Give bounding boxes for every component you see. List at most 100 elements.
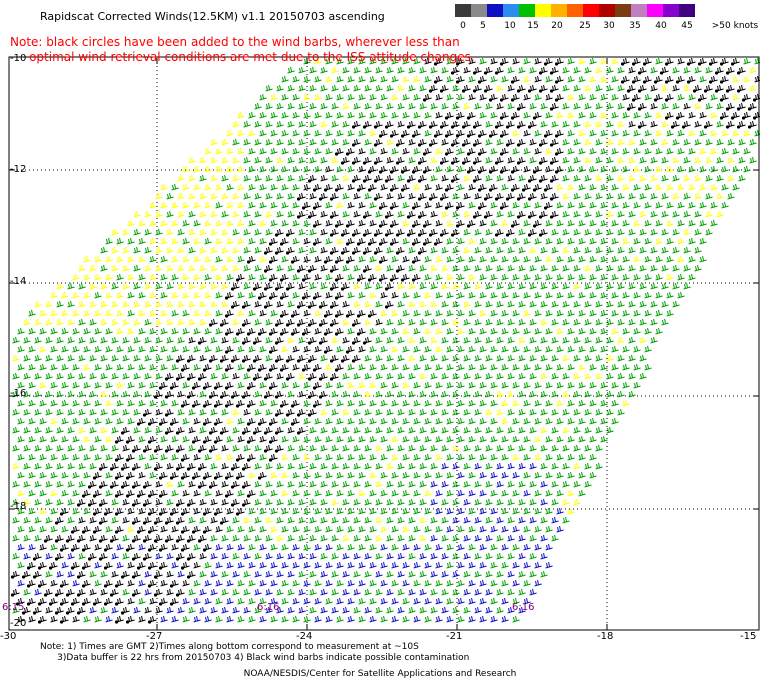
wind-barb	[369, 129, 377, 137]
wind-barb	[749, 66, 757, 74]
wind-barb	[644, 165, 652, 173]
wind-barb	[545, 165, 553, 173]
wind-barb	[672, 102, 680, 110]
wind-barb	[276, 120, 284, 128]
wind-barb	[532, 165, 542, 174]
wind-barb	[749, 84, 757, 92]
wind-barb	[653, 93, 663, 102]
wind-barb	[298, 174, 306, 182]
wind-barb	[664, 75, 674, 84]
wind-barb	[408, 102, 416, 110]
wind-barb	[595, 174, 603, 182]
wind-barb	[259, 93, 267, 101]
wind-barb	[336, 129, 344, 137]
wind-barb	[358, 57, 366, 65]
wind-barb	[617, 84, 625, 92]
wind-barb	[496, 174, 504, 182]
wind-barb	[336, 93, 344, 101]
legend-label-20: 20	[551, 21, 563, 31]
wind-barb	[466, 147, 476, 156]
wind-barb	[417, 120, 427, 129]
wind-barb	[336, 57, 344, 65]
wind-barb	[188, 174, 196, 182]
wind-barb	[499, 165, 509, 174]
wind-barb	[435, 93, 443, 101]
wind-barb	[675, 111, 685, 120]
wind-barb	[248, 129, 256, 137]
wind-barb	[584, 120, 592, 128]
wind-barb	[650, 138, 658, 146]
wind-barb	[683, 156, 691, 164]
wind-barb	[441, 174, 449, 182]
wind-barb	[221, 174, 229, 182]
wind-barb	[549, 138, 559, 147]
wind-barb	[287, 120, 295, 128]
wind-barb	[287, 138, 295, 146]
wind-barb	[505, 138, 515, 147]
wind-barb	[433, 75, 443, 84]
wind-barb	[534, 147, 542, 155]
wind-barb	[644, 111, 652, 119]
wind-barb	[477, 75, 487, 84]
wind-barb	[549, 102, 559, 111]
wind-barb	[270, 165, 278, 173]
wind-barb	[450, 174, 460, 183]
wind-barb	[719, 93, 729, 102]
wind-barb	[320, 156, 328, 164]
wind-barb	[736, 102, 746, 111]
wind-barb	[417, 156, 427, 165]
wind-barb	[303, 93, 311, 101]
wind-barb	[595, 120, 603, 128]
wind-barb	[248, 111, 256, 119]
wind-barb	[479, 111, 487, 119]
wind-barb	[716, 102, 724, 110]
wind-barb	[265, 84, 273, 92]
wind-barb	[554, 93, 564, 102]
wind-barb	[554, 129, 564, 138]
wind-barb	[424, 111, 432, 119]
wind-barb	[182, 183, 190, 191]
wind-barb	[743, 57, 751, 65]
wind-barb	[721, 129, 729, 137]
wind-barb	[549, 66, 559, 75]
wind-barb	[732, 147, 740, 155]
wind-barb	[292, 111, 300, 119]
wind-barb	[331, 138, 339, 146]
wind-barb	[259, 147, 267, 155]
wind-barb	[622, 165, 630, 173]
wind-barb	[408, 156, 416, 164]
wind-barb	[661, 84, 669, 92]
legend-swatch	[567, 4, 583, 17]
wind-barb	[584, 102, 592, 110]
wind-barb	[375, 84, 383, 92]
wind-barb	[342, 66, 350, 74]
wind-barb	[413, 75, 421, 83]
wind-barb	[342, 102, 350, 110]
wind-barb	[694, 102, 702, 110]
wind-barb	[584, 138, 592, 146]
wind-barb	[446, 93, 454, 101]
wind-barb	[395, 156, 405, 165]
wind-barb	[397, 174, 405, 182]
wind-barb	[501, 75, 509, 83]
wind-barb	[611, 129, 619, 137]
lat-label-14: -14	[10, 276, 26, 287]
wind-barb	[725, 102, 735, 111]
wind-barb	[472, 66, 482, 75]
wind-barb	[373, 120, 383, 129]
wind-barb	[419, 102, 427, 110]
wind-barb	[606, 102, 614, 110]
wind-barb	[391, 147, 399, 155]
wind-barb	[683, 138, 691, 146]
wind-barb	[380, 93, 388, 101]
wind-barb	[450, 120, 460, 129]
wind-barb	[303, 129, 311, 137]
wind-barb	[626, 102, 636, 111]
wind-barb	[507, 156, 515, 164]
wind-barb	[551, 120, 559, 128]
wind-barb	[314, 129, 322, 137]
wind-barb	[419, 84, 427, 92]
wind-barb	[477, 129, 487, 138]
wind-barb	[430, 156, 438, 164]
wind-barb	[688, 129, 696, 137]
